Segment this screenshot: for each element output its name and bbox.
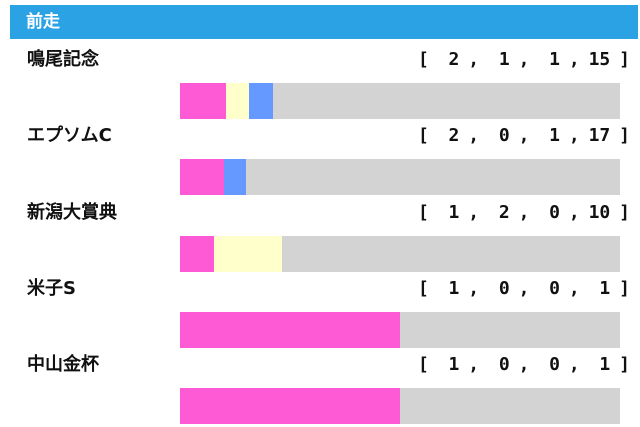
record-punct: , <box>568 125 580 146</box>
race-row: 米子S [ 1, 0, 0, 1] <box>0 271 640 351</box>
record-punct: [ <box>418 354 429 375</box>
record-punct: [ <box>418 125 429 146</box>
race-record: [ 2, 0, 1, 17] <box>418 118 630 154</box>
race-row: エプソムC [ 2, 0, 1, 17] <box>0 118 640 198</box>
record-punct: , <box>518 49 530 70</box>
record-value: 0 <box>538 278 560 299</box>
bar-segment-second <box>213 236 282 272</box>
bar-segment-other <box>272 83 620 119</box>
record-punct: [ <box>418 202 429 223</box>
result-bar <box>180 388 620 424</box>
result-bar <box>180 159 620 195</box>
bar-segment-first <box>180 159 224 195</box>
race-name: 鳴尾記念 <box>27 49 99 70</box>
record-punct: [ <box>418 278 429 299</box>
record-value: 2 <box>437 49 460 70</box>
result-bar <box>180 312 620 348</box>
bar-segment-first <box>180 312 400 348</box>
race-record: [ 1, 2, 0, 10] <box>418 195 630 231</box>
bar-segment-other <box>281 236 620 272</box>
bar-segment-first <box>180 388 400 424</box>
record-value: 10 <box>588 202 611 223</box>
record-value: 1 <box>488 49 510 70</box>
section-header: 前走 <box>10 5 638 39</box>
record-value: 0 <box>488 125 510 146</box>
race-row: 鳴尾記念 [ 2, 1, 1, 15] <box>0 42 640 122</box>
record-value: 0 <box>488 278 510 299</box>
race-record: [ 1, 0, 0, 1] <box>418 271 630 307</box>
record-punct: ] <box>619 49 630 70</box>
record-punct: , <box>518 278 530 299</box>
record-punct: ] <box>619 278 630 299</box>
record-value: 1 <box>437 354 460 375</box>
record-value: 2 <box>488 202 510 223</box>
bar-segment-first <box>180 236 214 272</box>
race-record: [ 1, 0, 0, 1] <box>418 347 630 383</box>
record-value: 17 <box>588 125 611 146</box>
record-value: 2 <box>437 125 460 146</box>
result-bar <box>180 236 620 272</box>
race-name: 中山金杯 <box>27 354 99 375</box>
record-value: 15 <box>588 49 611 70</box>
result-bar <box>180 83 620 119</box>
section-title: 前走 <box>26 12 60 32</box>
record-punct: , <box>568 202 580 223</box>
bar-segment-third <box>224 159 246 195</box>
record-value: 0 <box>538 202 560 223</box>
record-punct: ] <box>619 202 630 223</box>
bar-segment-second <box>226 83 250 119</box>
record-value: 1 <box>588 354 611 375</box>
record-value: 1 <box>437 202 460 223</box>
race-row: 中山金杯 [ 1, 0, 0, 1] <box>0 347 640 427</box>
record-punct: , <box>518 125 530 146</box>
record-punct: , <box>568 354 580 375</box>
bar-segment-third <box>249 83 273 119</box>
race-record: [ 2, 1, 1, 15] <box>418 42 630 78</box>
record-punct: , <box>568 278 580 299</box>
record-punct: [ <box>418 49 429 70</box>
race-name: 米子S <box>27 278 76 299</box>
record-punct: ] <box>619 125 630 146</box>
race-row: 新潟大賞典 [ 1, 2, 0, 10] <box>0 195 640 275</box>
record-punct: , <box>468 125 480 146</box>
bar-segment-first <box>180 83 227 119</box>
race-name: エプソムC <box>27 125 112 146</box>
record-value: 0 <box>538 354 560 375</box>
record-value: 1 <box>538 49 560 70</box>
race-name: 新潟大賞典 <box>27 202 117 223</box>
record-value: 0 <box>488 354 510 375</box>
bar-segment-other <box>400 388 620 424</box>
record-punct: , <box>568 49 580 70</box>
record-punct: ] <box>619 354 630 375</box>
record-punct: , <box>468 354 480 375</box>
record-punct: , <box>518 354 530 375</box>
record-value: 1 <box>437 278 460 299</box>
record-punct: , <box>518 202 530 223</box>
record-value: 1 <box>588 278 611 299</box>
record-punct: , <box>468 49 480 70</box>
record-value: 1 <box>538 125 560 146</box>
record-punct: , <box>468 278 480 299</box>
bar-segment-other <box>400 312 620 348</box>
record-punct: , <box>468 202 480 223</box>
bar-segment-other <box>246 159 620 195</box>
